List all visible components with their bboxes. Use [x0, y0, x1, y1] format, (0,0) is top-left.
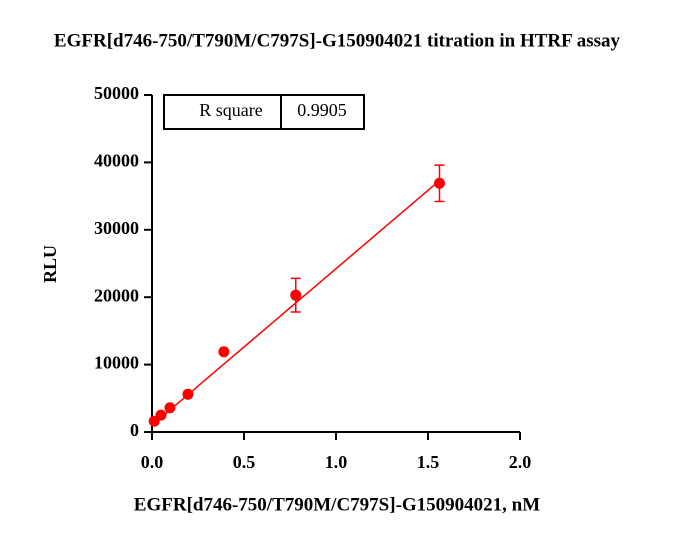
y-tick-label: 30000: [94, 218, 139, 238]
x-tick-label: 1.0: [325, 452, 348, 472]
x-tick-label: 2.0: [509, 452, 532, 472]
y-tick-label: 50000: [94, 83, 139, 103]
y-tick-label: 40000: [94, 151, 139, 171]
x-tick-label: 1.5: [417, 452, 440, 472]
data-point: [155, 409, 167, 421]
data-point: [164, 402, 176, 414]
x-tick-label: 0.0: [141, 452, 164, 472]
x-axis-label: EGFR[d746-750/T790M/C797S]-G150904021, n…: [134, 494, 540, 515]
stats-box: [163, 94, 365, 130]
y-tick-label: 10000: [94, 353, 139, 373]
y-tick-label: 0: [130, 420, 139, 440]
y-tick-label: 20000: [94, 285, 139, 305]
stats-value: 0.9905: [297, 100, 347, 120]
data-point: [290, 289, 302, 301]
y-axis-label: RLU: [40, 245, 60, 283]
data-point: [434, 177, 445, 189]
chart-title: EGFR[d746-750/T790M/C797S]-G150904021 ti…: [54, 30, 621, 51]
x-tick-label: 0.5: [233, 452, 256, 472]
stats-label: R square: [199, 100, 262, 120]
data-point: [182, 388, 194, 400]
data-point: [218, 346, 230, 358]
